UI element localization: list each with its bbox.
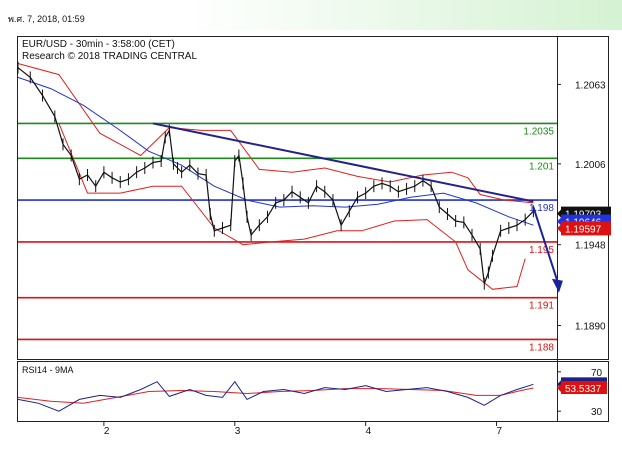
chart-subtitle: Research © 2018 TRADING CENTRAL	[22, 51, 197, 62]
time-tick-label: 3	[235, 426, 241, 437]
price-axis-layer: 1.2063 1.2006 1.1948 1.1890	[557, 80, 606, 333]
trendline	[152, 122, 534, 203]
rsi-pane-frame	[17, 361, 609, 422]
price-tick-label: 1.1948	[575, 241, 606, 252]
time-tick-label: 4	[366, 426, 372, 437]
price-line	[17, 67, 534, 284]
level-label-1.195: 1.195	[529, 245, 554, 256]
top-bar: พ.ศ. 7, 2018, 01:59	[0, 0, 622, 30]
rsi-badge	[561, 381, 607, 395]
price-badge-pointer	[557, 216, 562, 227]
moving-average-line	[17, 76, 534, 226]
price-badge-layer: 1.197031.196461.19597	[557, 206, 611, 236]
projection-arrow-head	[551, 278, 563, 293]
level-label-1.2035: 1.2035	[523, 126, 554, 137]
price-badge-pointer	[557, 223, 562, 234]
price-pane-frame	[17, 36, 609, 360]
rsi-ma-line	[17, 387, 534, 404]
rsi-line	[17, 380, 534, 412]
rsi-badge-pointer	[557, 383, 562, 394]
rsi-badge-label: 53.5337	[565, 384, 602, 395]
price-tick-label: 1.2006	[575, 160, 606, 171]
bollinger-lower-line	[58, 123, 526, 290]
level-label-1.188: 1.188	[529, 342, 554, 353]
support-resistance-layer: 1.2035 1.201 1.198 1.195 1.191 1.188	[18, 122, 557, 353]
bollinger-bands-layer	[17, 63, 534, 290]
price-tick-label: 1.1890	[575, 322, 606, 333]
price-badge-pointer	[557, 208, 562, 219]
bollinger-upper-line	[17, 63, 534, 204]
time-tick-label: 2	[104, 426, 110, 437]
level-label-1.191: 1.191	[529, 301, 554, 312]
projection-arrow-shaft	[532, 206, 559, 284]
rsi-label: RSI14 - 9MA	[22, 365, 74, 375]
level-label-1.201: 1.201	[529, 161, 554, 172]
timestamp-label: พ.ศ. 7, 2018, 01:59	[8, 14, 85, 24]
price-series-layer	[17, 61, 534, 290]
time-axis-layer: 2 3 4 7	[103, 421, 503, 437]
time-tick-label: 7	[497, 426, 503, 437]
rsi-tick-label: 30	[591, 407, 603, 418]
chart-title: EUR/USD - 30min - 3:58:00 (CET)	[22, 39, 175, 50]
rsi-layer: 703057.27853.5337	[17, 368, 607, 418]
price-tick-label: 1.2063	[575, 80, 606, 91]
top-bar-gradient	[0, 0, 622, 30]
rsi-tick-label: 70	[591, 368, 603, 379]
trendline-layer	[152, 122, 563, 293]
price-badge	[561, 221, 611, 236]
price-badge-label: 1.19597	[565, 224, 602, 235]
level-label-1.198: 1.198	[529, 203, 554, 214]
